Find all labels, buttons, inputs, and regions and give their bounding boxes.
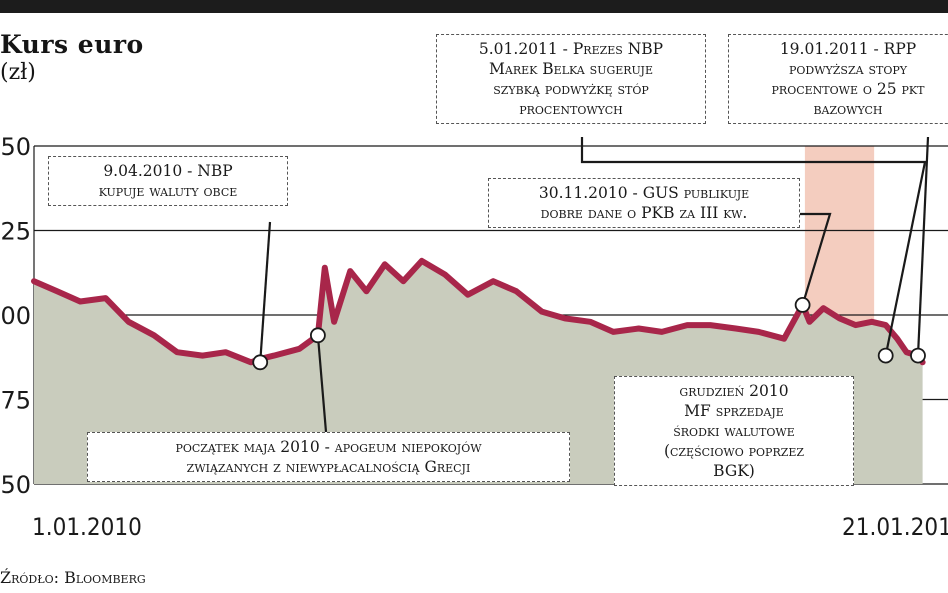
annotation-rpp-january: 19.01.2011 - RPP podwyższa stopy procent… [728,34,948,124]
source-note: Źródło: Bloomberg [0,568,146,587]
annotation-connector [259,221,272,363]
annotation-line: bazowych [813,100,883,118]
y-tick-label: 3,50 [0,471,31,499]
annotation-line: 30.11.2010 - GUS publikuje [538,184,750,202]
y-tick-label: 3,75 [0,387,31,415]
x-label-end: 21.01.2011 [842,513,948,541]
y-axis-ticks: 4,50 4,25 4,00 3,75 3,50 [0,133,31,499]
annotation-marker [877,347,894,364]
annotation-connector [316,335,328,433]
annotation-line: MF sprzedaje [684,402,784,420]
annotation-line: 9.04.2010 - NBP [103,162,233,180]
annotation-marker [252,354,269,371]
annotation-line: procentowe o 25 pkt [771,80,925,98]
annotation-connector [580,137,927,356]
annotation-connector [916,136,930,356]
annotation-line: szybką podwyżkę stóp [493,80,649,98]
annotation-gus-november: 30.11.2010 - GUS publikuje dobre dane o … [488,178,800,228]
annotation-line: procentowych [519,100,623,118]
chart-unit: (zł) [0,60,36,85]
annotation-nbp-january: 5.01.2011 - Prezes NBP Marek Belka suger… [436,34,706,124]
annotation-greece-may: początek maja 2010 - apogeum niepokojów … [87,432,570,482]
annotation-line: dobre dane o PKB za III kw. [540,204,748,222]
annotation-line: związanych z niewypłacalnością Grecji [186,458,471,476]
annotation-line: grudzień 2010 [679,382,789,400]
y-tick-label: 4,50 [0,133,31,161]
annotation-mf-december: grudzień 2010 MF sprzedaje środki waluto… [614,376,854,486]
annotation-line: (częściowo poprzez [663,442,805,460]
annotation-nbp-april: 9.04.2010 - NBP kupuje waluty obce [48,156,288,206]
series-line [31,257,926,366]
annotation-connector [800,212,832,306]
chart-title: Kurs euro [0,30,144,59]
annotation-line: środki walutowe [673,422,795,440]
annotation-line: 5.01.2011 - Prezes NBP [478,40,664,58]
top-bar [0,0,948,13]
annotation-marker [794,296,811,313]
annotation-line: początek maja 2010 - apogeum niepokojów [175,438,482,456]
y-tick-label: 4,25 [0,218,31,246]
annotation-line: 19.01.2011 - RPP [779,40,917,58]
annotation-line: podwyższa stopy [788,60,908,78]
annotation-marker [910,347,926,364]
x-axis-labels: 1.01.2010 21.01.2011 [32,513,948,541]
y-tick-label: 4,00 [0,302,31,330]
x-label-start: 1.01.2010 [32,513,142,541]
annotation-line: Marek Belka sugeruje [489,60,653,78]
annotation-line: kupuje waluty obce [98,182,238,200]
annotation-marker [309,327,326,344]
annotation-line: BGK) [713,462,755,480]
